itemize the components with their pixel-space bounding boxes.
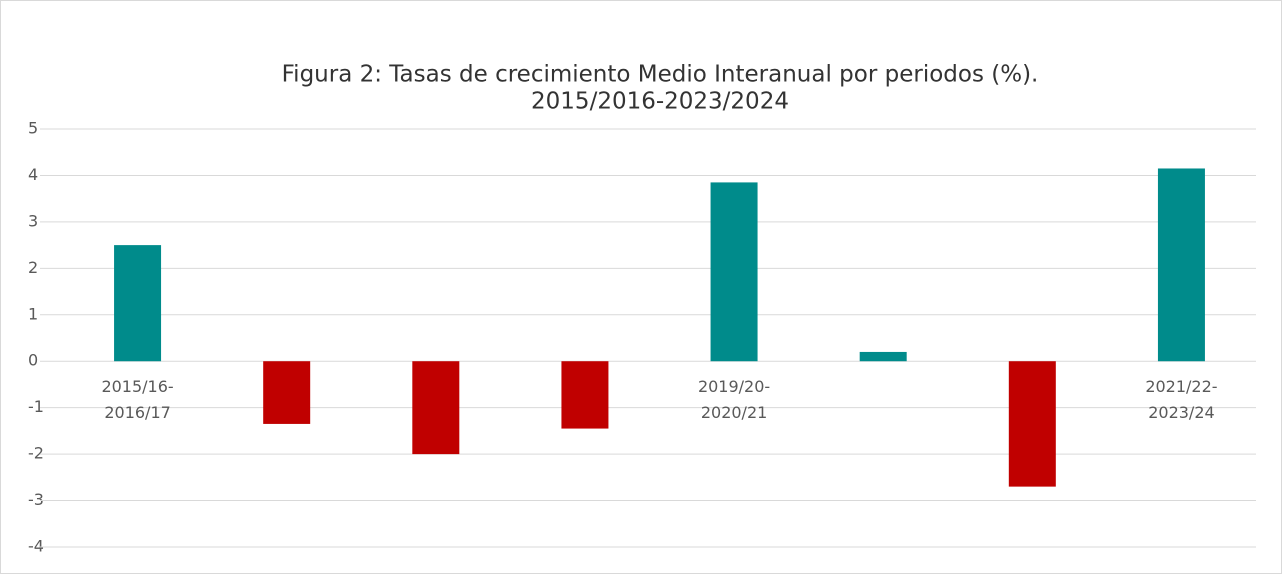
x-tick-label: 2019/20-2020/21 xyxy=(698,377,770,422)
bar xyxy=(561,361,609,429)
bar xyxy=(114,245,162,362)
y-tick-label: 3 xyxy=(28,211,38,230)
y-tick-label: 0 xyxy=(28,351,38,370)
bar xyxy=(1008,361,1056,487)
y-tick-label: -4 xyxy=(28,537,44,556)
y-tick-label: 5 xyxy=(28,119,38,138)
bar xyxy=(859,351,907,362)
y-tick-label: -1 xyxy=(28,397,44,416)
bar xyxy=(1157,168,1205,362)
chart-title: 2015/2016-2023/2024 xyxy=(531,89,789,115)
chart-title: Figura 2: Tasas de crecimiento Medio Int… xyxy=(282,62,1039,88)
bar xyxy=(710,182,758,362)
y-tick-label: 2 xyxy=(28,258,38,277)
bar xyxy=(263,361,311,424)
y-tick-label: -2 xyxy=(28,444,44,463)
y-tick-label: 1 xyxy=(28,304,38,323)
y-tick-label: -3 xyxy=(28,490,44,509)
x-tick-label: 2021/22-2023/24 xyxy=(1145,377,1217,422)
bar xyxy=(412,361,460,455)
x-tick-label: 2015/16-2016/17 xyxy=(101,377,173,422)
y-tick-label: 4 xyxy=(28,165,38,184)
